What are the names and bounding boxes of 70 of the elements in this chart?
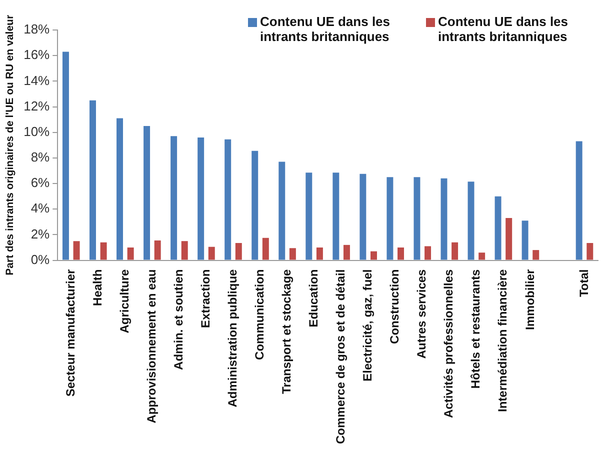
bar — [73, 241, 80, 260]
x-tick-label: Extraction — [198, 269, 213, 328]
x-tick-label: Construction — [388, 269, 402, 344]
bar — [360, 174, 366, 260]
x-tick-label: Intermédiation financière — [496, 268, 510, 412]
bar — [414, 177, 420, 260]
x-tick-label: Approvisionnement en eau — [144, 269, 158, 424]
x-tick-label: Activités professionnelles — [442, 268, 456, 418]
y-tick-label: 16% — [24, 47, 50, 62]
x-tick-label: Electricité, gaz, fuel — [360, 269, 375, 382]
bar — [262, 238, 269, 260]
y-tick-label: 8% — [30, 150, 50, 165]
x-tick-label: Health — [90, 269, 104, 306]
bar — [468, 182, 474, 260]
bar — [532, 250, 540, 260]
bar — [478, 252, 486, 260]
bar — [494, 196, 502, 260]
bar — [306, 172, 312, 260]
x-tick-label: Administration publique — [226, 268, 240, 408]
bar — [506, 218, 512, 260]
x-tick-label: Communication — [252, 269, 267, 360]
bar — [522, 220, 528, 260]
x-tick-label: Secteur manufacturier — [63, 268, 78, 397]
bar — [100, 242, 107, 260]
bar — [170, 136, 178, 260]
bar — [386, 177, 394, 260]
x-tick-label: Autres services — [414, 268, 429, 359]
y-tick-label: 14% — [24, 72, 50, 88]
bar — [586, 243, 594, 260]
bar — [208, 246, 215, 260]
bar — [127, 247, 134, 260]
bar — [289, 248, 296, 260]
bar — [62, 52, 69, 260]
x-tick-label: Admin. et soutien — [172, 269, 186, 370]
bar — [424, 246, 432, 260]
bar — [278, 162, 286, 260]
bar — [252, 150, 258, 260]
legend-label: Contenu UE dans les intrants britanniques — [438, 14, 570, 44]
y-tick-label: 6% — [30, 175, 50, 190]
x-tick-label: Agriculture — [117, 268, 132, 334]
x-tick-label: Commerce de gros et de détail — [334, 269, 348, 444]
bar — [181, 241, 188, 260]
x-tick-label: Transport et stockage — [280, 268, 294, 394]
x-tick-label: Hôtels et restaurants — [468, 268, 483, 389]
y-tick-label: 10% — [24, 124, 50, 139]
x-tick-label: Education — [306, 269, 321, 328]
y-tick-label: 2% — [30, 226, 50, 242]
bar — [452, 242, 458, 260]
y-tick-label: 0% — [30, 252, 50, 267]
bar — [440, 178, 448, 260]
x-tick-label: Immobilier — [522, 268, 537, 330]
bar — [235, 243, 242, 260]
bar — [198, 137, 204, 260]
bar — [332, 172, 340, 260]
bar — [154, 240, 161, 260]
bar — [316, 247, 323, 260]
x-tick-label: Total — [576, 269, 591, 298]
bar — [116, 118, 124, 260]
y-tick-label: 12% — [24, 98, 50, 114]
y-tick-label: 4% — [30, 200, 50, 216]
legend-label: Contenu UE dans les intrants britanniques — [260, 14, 392, 44]
bar — [343, 244, 350, 260]
y-tick-label: 18% — [24, 22, 50, 37]
bar — [370, 251, 377, 260]
y-axis-title: Part des intrants originaires de l'UE ou RU en valeur — [4, 14, 16, 276]
bar — [398, 247, 404, 260]
bar — [144, 126, 150, 260]
bar — [224, 139, 232, 260]
bar — [90, 100, 96, 260]
bar — [576, 141, 582, 260]
